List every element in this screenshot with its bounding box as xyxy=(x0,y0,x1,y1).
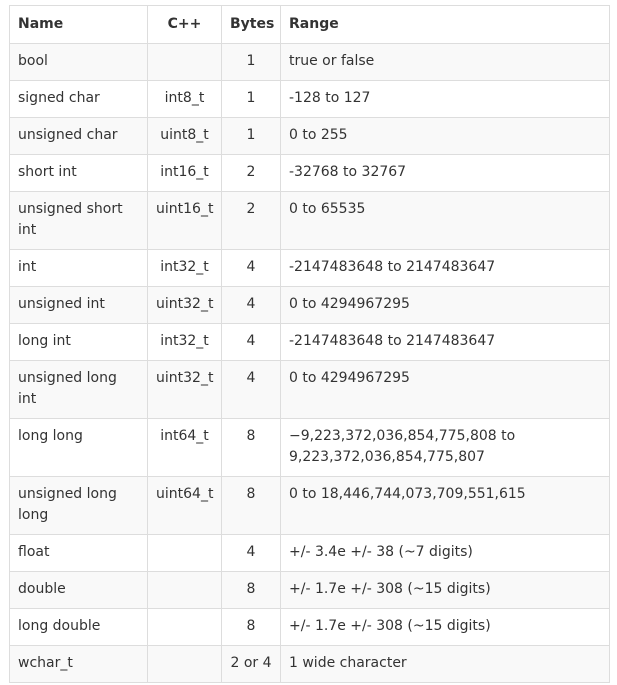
cell-range: -2147483648 to 2147483647 xyxy=(280,249,610,287)
cell-bytes: 1 xyxy=(221,43,281,81)
cell-bytes: 2 xyxy=(221,191,281,250)
cell-cpp xyxy=(147,645,222,683)
cell-name: long long xyxy=(9,418,148,477)
table-header-row: Name C++ Bytes Range xyxy=(9,5,610,44)
cell-bytes: 4 xyxy=(221,360,281,419)
cell-name: wchar_t xyxy=(9,645,148,683)
cell-cpp: uint32_t xyxy=(147,360,222,419)
table-row: long double 8 +/- 1.7e +/- 308 (~15 digits… xyxy=(9,608,610,646)
table-row: unsigned int uint32_t 4 0 to 4294967295 xyxy=(9,286,610,324)
table-row: unsigned long int uint32_t 4 0 to 429496729… xyxy=(9,360,610,419)
table-row: float 4 +/- 3.4e +/- 38 (~7 digits) xyxy=(9,534,610,572)
cell-range: +/- 3.4e +/- 38 (~7 digits) xyxy=(280,534,610,572)
cell-name: unsigned int xyxy=(9,286,148,324)
table-row: signed char int8_t 1 -128 to 127 xyxy=(9,80,610,118)
header-cpp: C++ xyxy=(147,5,222,44)
cell-bytes: 1 xyxy=(221,117,281,155)
cell-range: −9,223,372,036,854,775,808 to 9,223,372,… xyxy=(280,418,610,477)
header-bytes: Bytes xyxy=(221,5,281,44)
cell-name: unsigned char xyxy=(9,117,148,155)
cell-bytes: 8 xyxy=(221,476,281,535)
cell-bytes: 4 xyxy=(221,323,281,361)
cell-bytes: 4 xyxy=(221,249,281,287)
header-range: Range xyxy=(280,5,610,44)
cell-cpp: uint8_t xyxy=(147,117,222,155)
cell-cpp: uint16_t xyxy=(147,191,222,250)
table-row: unsigned char uint8_t 1 0 to 255 xyxy=(9,117,610,155)
cell-name: short int xyxy=(9,154,148,192)
cell-cpp xyxy=(147,608,222,646)
cell-bytes: 8 xyxy=(221,608,281,646)
table-row: short int int16_t 2 -32768 to 32767 xyxy=(9,154,610,192)
table-row: long long int64_t 8 −9,223,372,036,854,775,… xyxy=(9,418,610,477)
cell-cpp: uint32_t xyxy=(147,286,222,324)
cell-cpp xyxy=(147,534,222,572)
header-name: Name xyxy=(9,5,148,44)
cell-range: 0 to 4294967295 xyxy=(280,360,610,419)
cell-name: signed char xyxy=(9,80,148,118)
cell-name: unsigned short int xyxy=(9,191,148,250)
cell-bytes: 2 or 4 xyxy=(221,645,281,683)
cell-range: 0 to 65535 xyxy=(280,191,610,250)
cell-name: int xyxy=(9,249,148,287)
cell-bytes: 2 xyxy=(221,154,281,192)
cell-name: long double xyxy=(9,608,148,646)
cell-range: -128 to 127 xyxy=(280,80,610,118)
cell-name: unsigned long int xyxy=(9,360,148,419)
cell-bytes: 8 xyxy=(221,418,281,477)
data-types-table: Name C++ Bytes Range bool 1 true or false s… xyxy=(9,5,610,683)
cell-cpp: int16_t xyxy=(147,154,222,192)
cell-name: unsigned long long xyxy=(9,476,148,535)
cell-bytes: 4 xyxy=(221,534,281,572)
cell-name: long int xyxy=(9,323,148,361)
cell-range: -32768 to 32767 xyxy=(280,154,610,192)
cell-bytes: 4 xyxy=(221,286,281,324)
cell-cpp: int32_t xyxy=(147,323,222,361)
cell-cpp xyxy=(147,571,222,609)
table-row: unsigned short int uint16_t 2 0 to 65535 xyxy=(9,191,610,250)
cell-cpp: int64_t xyxy=(147,418,222,477)
table-row: unsigned long long uint64_t 8 0 to 18,446,7… xyxy=(9,476,610,535)
cell-cpp: int8_t xyxy=(147,80,222,118)
cell-bytes: 8 xyxy=(221,571,281,609)
cell-range: true or false xyxy=(280,43,610,81)
table-row: bool 1 true or false xyxy=(9,43,610,81)
cell-name: double xyxy=(9,571,148,609)
data-types-table-container: Name C++ Bytes Range bool 1 true or false s… xyxy=(9,5,610,683)
cell-range: 0 to 18,446,744,073,709,551,615 xyxy=(280,476,610,535)
cell-range: 1 wide character xyxy=(280,645,610,683)
table-row: double 8 +/- 1.7e +/- 308 (~15 digits) xyxy=(9,571,610,609)
cell-range: +/- 1.7e +/- 308 (~15 digits) xyxy=(280,608,610,646)
cell-bytes: 1 xyxy=(221,80,281,118)
cell-name: float xyxy=(9,534,148,572)
cell-cpp: uint64_t xyxy=(147,476,222,535)
cell-cpp xyxy=(147,43,222,81)
table-row: long int int32_t 4 -2147483648 to 214748364… xyxy=(9,323,610,361)
cell-range: +/- 1.7e +/- 308 (~15 digits) xyxy=(280,571,610,609)
table-row: int int32_t 4 -2147483648 to 2147483647 xyxy=(9,249,610,287)
cell-cpp: int32_t xyxy=(147,249,222,287)
cell-range: -2147483648 to 2147483647 xyxy=(280,323,610,361)
cell-range: 0 to 255 xyxy=(280,117,610,155)
cell-range: 0 to 4294967295 xyxy=(280,286,610,324)
cell-name: bool xyxy=(9,43,148,81)
